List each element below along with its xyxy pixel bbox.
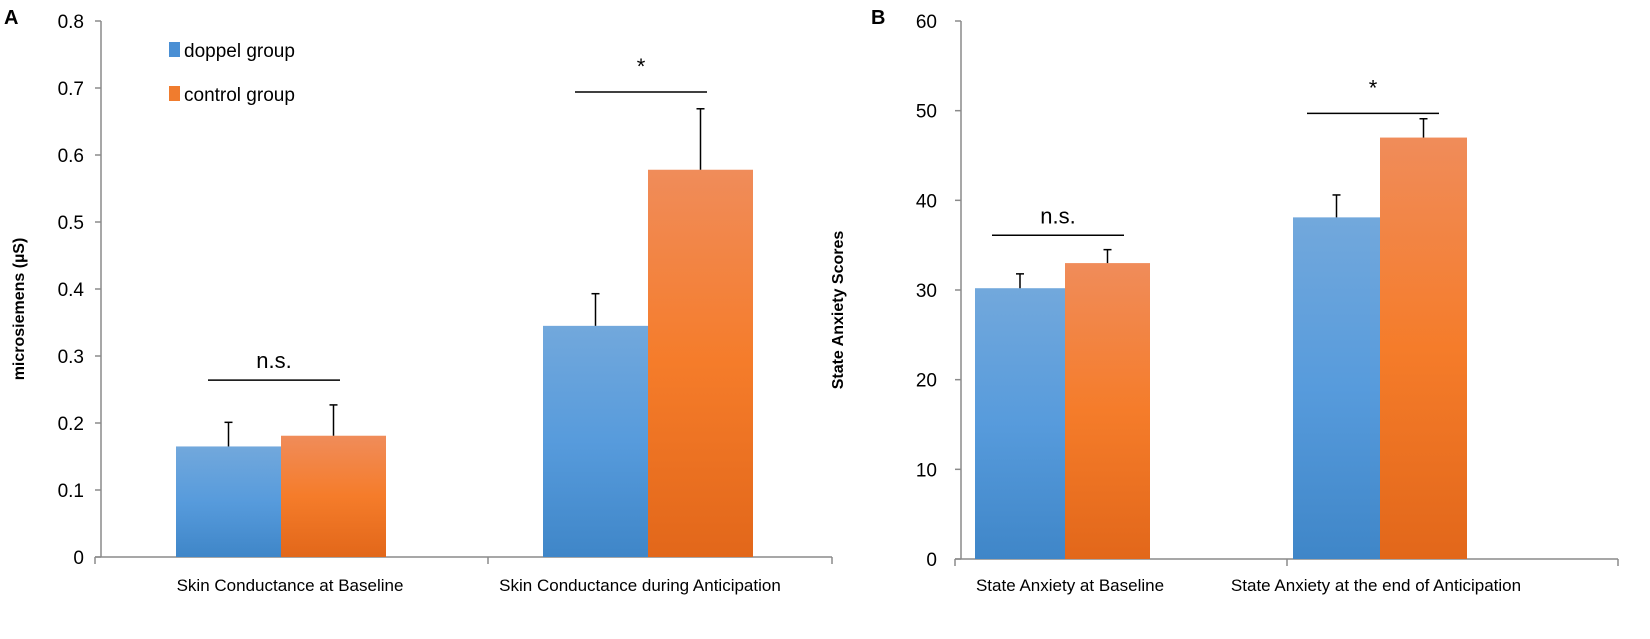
bar-doppel-1 bbox=[1293, 217, 1380, 559]
y-tick-label: 60 bbox=[916, 12, 937, 33]
bar-doppel-0 bbox=[176, 446, 281, 557]
y-tick-label: 0.3 bbox=[58, 347, 84, 368]
panel-label: A bbox=[4, 7, 18, 29]
significance-label: n.s. bbox=[256, 348, 291, 373]
y-tick-label: 0 bbox=[926, 550, 937, 571]
y-tick-label: 10 bbox=[916, 460, 937, 481]
significance-label: * bbox=[1369, 75, 1378, 100]
y-tick-label: 50 bbox=[916, 102, 937, 123]
legend-label: control group bbox=[184, 85, 295, 106]
y-tick-label: 0.5 bbox=[58, 213, 84, 234]
y-tick-label: 0.2 bbox=[58, 414, 84, 435]
significance-label: n.s. bbox=[1040, 203, 1075, 228]
x-tick-label: Skin Conductance at Baseline bbox=[177, 576, 404, 595]
panel-label: B bbox=[871, 7, 885, 29]
y-tick-label: 0.4 bbox=[58, 280, 85, 301]
y-tick-label: 40 bbox=[916, 191, 937, 212]
legend-label: doppel group bbox=[184, 41, 295, 62]
y-tick-label: 30 bbox=[916, 281, 937, 302]
bar-control-1 bbox=[648, 169, 753, 558]
x-tick-label: State Anxiety at the end of Anticipation bbox=[1231, 576, 1521, 595]
y-tick-label: 0.6 bbox=[58, 146, 84, 167]
bar-control-0 bbox=[1065, 263, 1150, 559]
bar-control-1 bbox=[1380, 137, 1467, 560]
y-tick-label: 0 bbox=[73, 548, 84, 569]
significance-label: * bbox=[637, 54, 646, 79]
bar-doppel-0 bbox=[975, 288, 1065, 559]
bar-doppel-1 bbox=[543, 325, 648, 557]
y-tick-label: 20 bbox=[916, 371, 937, 392]
x-tick-label: State Anxiety at Baseline bbox=[976, 576, 1164, 595]
y-tick-label: 0.1 bbox=[58, 481, 84, 502]
y-axis-label: State Anxiety Scores bbox=[830, 231, 847, 390]
y-axis-label: microsiemens (µS) bbox=[11, 238, 28, 381]
y-tick-label: 0.8 bbox=[58, 12, 84, 33]
bar-control-0 bbox=[281, 435, 386, 557]
y-tick-label: 0.7 bbox=[58, 79, 84, 100]
x-tick-label: Skin Conductance during Anticipation bbox=[499, 576, 781, 595]
legend-swatch-control bbox=[169, 86, 180, 101]
legend-swatch-doppel bbox=[169, 42, 180, 57]
